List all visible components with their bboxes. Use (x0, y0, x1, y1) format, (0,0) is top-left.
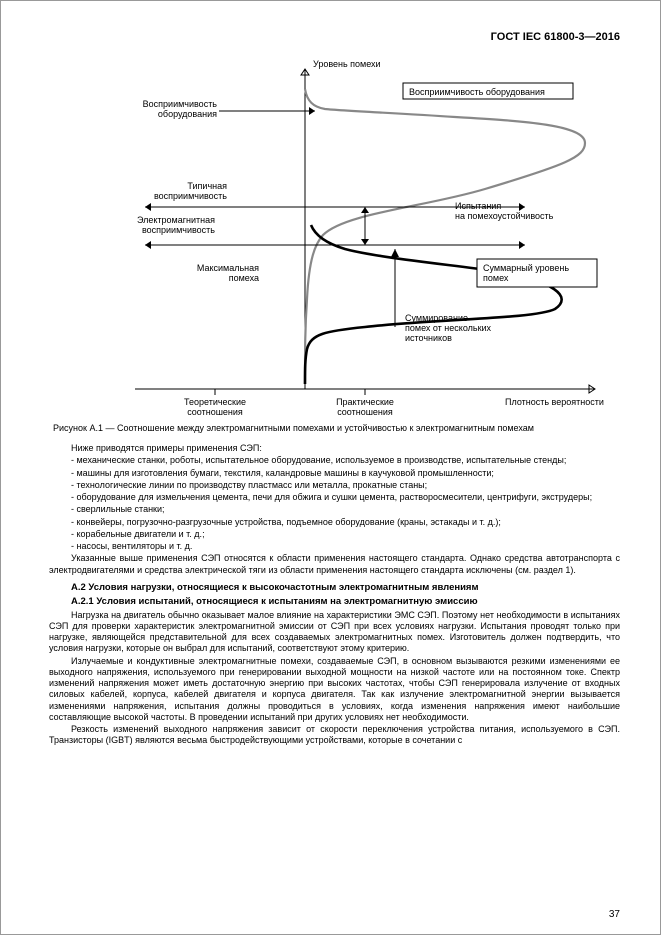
emsusc-l2: восприимчивость (141, 225, 214, 235)
x-axis-label: Плотность вероятности (505, 397, 604, 407)
figure-caption: Рисунок А.1 — Соотношение между электром… (53, 423, 620, 433)
maxint-arr-r (519, 241, 525, 249)
body-text: Ниже приводятся примеры применения СЭП: … (49, 443, 620, 747)
susc-arrow-head (309, 107, 315, 115)
p7: - корабельные двигатели и т. д.; (49, 529, 620, 540)
p8: - насосы, вентиляторы и т. д. (49, 541, 620, 552)
susc-left-l2: оборудования (157, 109, 216, 119)
p6: - конвейеры, погрузочно-разгрузочные уст… (49, 517, 620, 528)
p1: - механические станки, роботы, испытател… (49, 455, 620, 466)
p5: - сверлильные станки; (49, 504, 620, 515)
xlab2a: Практические (336, 397, 394, 407)
vgap-up (361, 207, 369, 213)
typical-arr-l (145, 203, 151, 211)
p2: - машины для изготовления бумаги, тексти… (49, 468, 620, 479)
a2-heading: А.2 Условия нагрузки, относящиеся к высо… (71, 582, 620, 594)
p4: - оборудование для измельчения цемента, … (49, 492, 620, 503)
black-curve (305, 225, 562, 384)
susc-box-text: Восприимчивость оборудования (409, 87, 545, 97)
p0: Ниже приводятся примеры применения СЭП: (49, 443, 620, 454)
susc-left-l1: Восприимчивость (142, 99, 217, 109)
maxint-l1: Максимальная (196, 263, 258, 273)
xlab2b: соотношения (337, 407, 393, 417)
standard-header: ГОСТ IEC 61800-3—2016 (49, 31, 620, 43)
a21-p2: Излучаемые и кондуктивные электромагнитн… (49, 656, 620, 724)
vgap-dn (361, 239, 369, 245)
sum-l1: Суммирование (405, 313, 468, 323)
xlab1a: Теоретические (183, 397, 245, 407)
typical-l2: восприимчивость (153, 191, 226, 201)
page-number: 37 (609, 909, 620, 920)
total-l2: помех (483, 273, 509, 283)
immunity-l2: на помехоустойчивость (455, 211, 554, 221)
maxint-l2: помеха (228, 273, 258, 283)
a21-p1: Нагрузка на двигатель обычно оказывает м… (49, 610, 620, 655)
a21-p3: Резкость изменений выходного напряжения … (49, 724, 620, 747)
sum-arrow-head (391, 249, 399, 257)
y-axis-label: Уровень помехи (313, 59, 381, 69)
a21-heading: А.2.1 Условия испытаний, относящиеся к и… (71, 596, 620, 608)
p3: - технологические линии по производству … (49, 480, 620, 491)
document-page: ГОСТ IEC 61800-3—2016 Уровень помехи Вос… (0, 0, 661, 935)
p9: Указанные выше применения СЭП относятся … (49, 553, 620, 576)
sum-l2: помех от нескольких (405, 323, 492, 333)
total-l1: Суммарный уровень (483, 263, 569, 273)
immunity-l1: Испытания (455, 201, 501, 211)
sum-l3: источников (405, 333, 452, 343)
typical-arr-r (519, 203, 525, 211)
xlab1b: соотношения (187, 407, 243, 417)
emsusc-l1: Электромагнитная (136, 215, 214, 225)
figure-a1: Уровень помехи Восприимчивость оборудова… (55, 49, 615, 419)
maxint-arr-l (145, 241, 151, 249)
typical-l1: Типичная (187, 181, 227, 191)
